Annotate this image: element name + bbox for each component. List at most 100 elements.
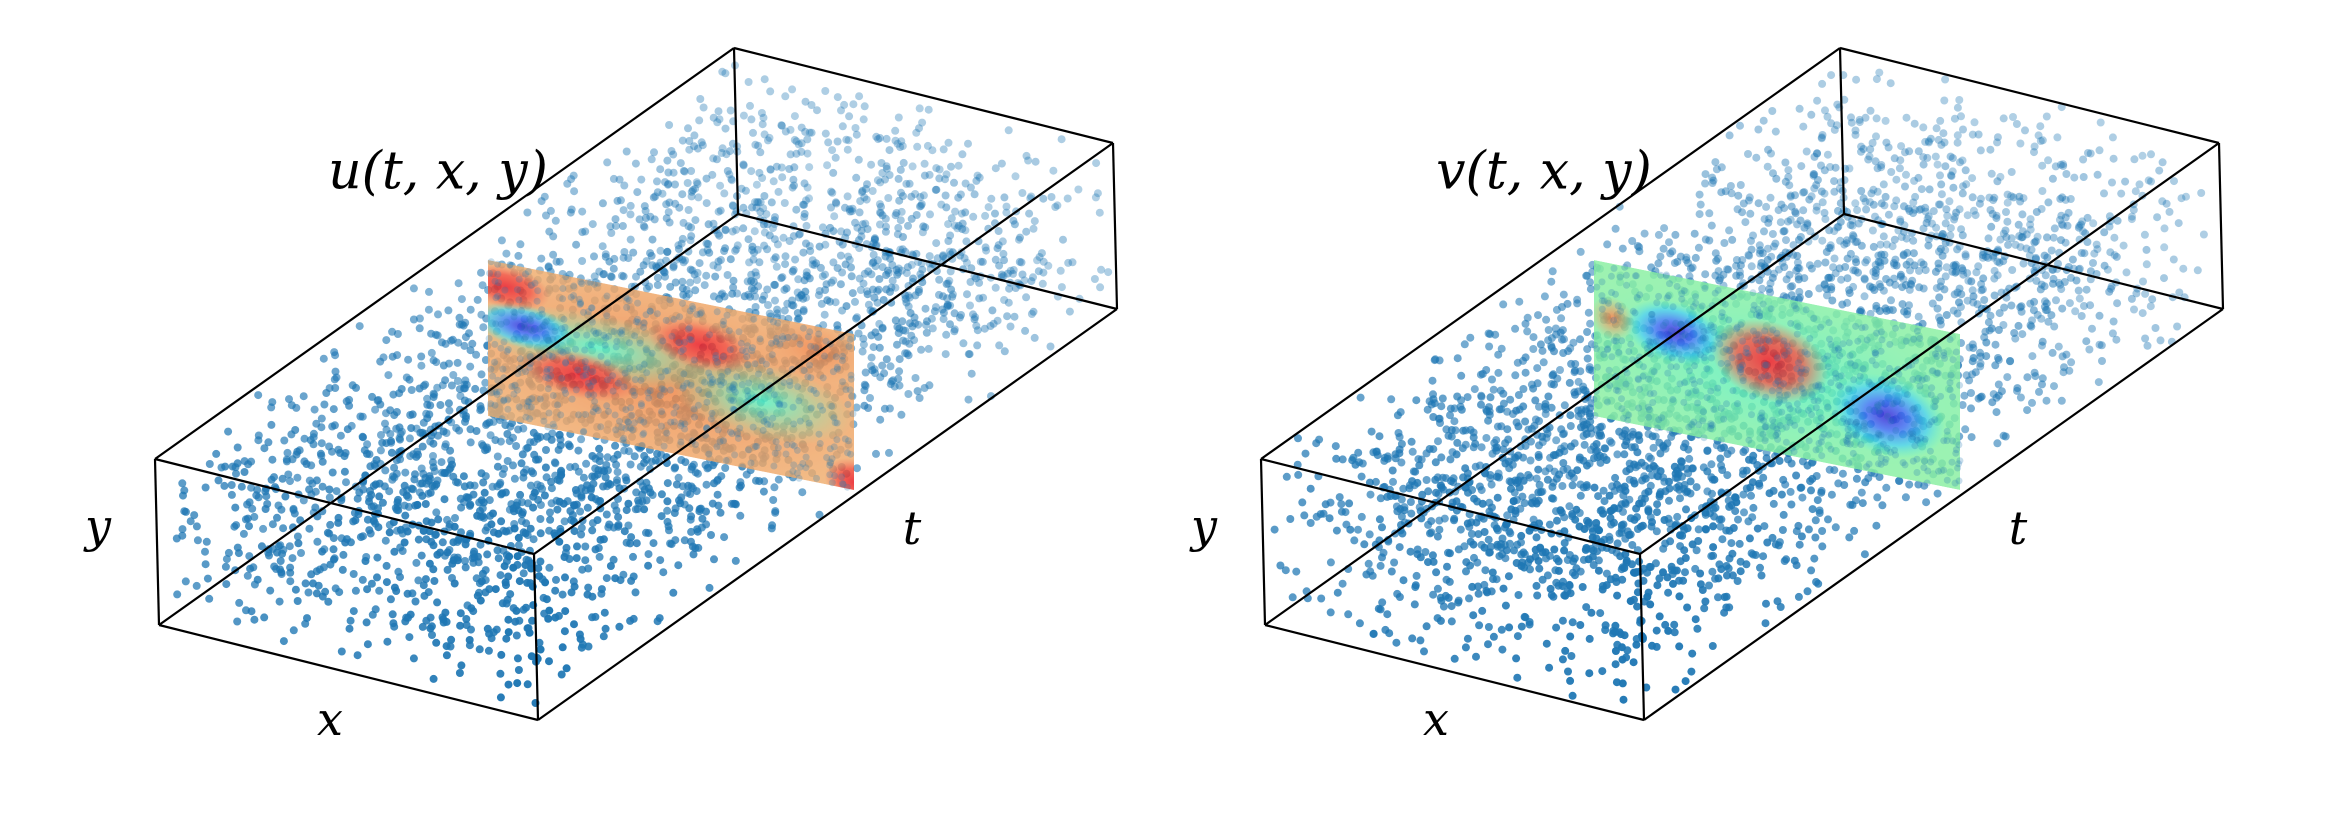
- point: [829, 276, 838, 285]
- point: [2098, 357, 2106, 365]
- point: [1558, 482, 1567, 490]
- point: [1937, 180, 1946, 189]
- point: [640, 505, 649, 514]
- point: [441, 468, 450, 477]
- point: [691, 184, 700, 193]
- point: [250, 580, 259, 589]
- point: [493, 546, 502, 555]
- point: [1020, 276, 1029, 285]
- point: [302, 460, 311, 468]
- point: [513, 552, 522, 561]
- point: [800, 200, 809, 209]
- point: [575, 411, 583, 419]
- point: [1945, 197, 1954, 206]
- point: [551, 459, 560, 468]
- point: [942, 330, 951, 339]
- point: [632, 539, 641, 548]
- point: [919, 191, 928, 200]
- point: [745, 258, 754, 267]
- point: [656, 246, 665, 255]
- point: [788, 267, 797, 276]
- point: [569, 171, 578, 180]
- point: [1629, 476, 1638, 485]
- point: [729, 202, 738, 210]
- point: [714, 378, 722, 386]
- point: [1456, 525, 1465, 534]
- point: [669, 262, 678, 270]
- point: [222, 555, 231, 564]
- point: [815, 242, 824, 251]
- point: [802, 221, 811, 230]
- point: [719, 353, 727, 360]
- point: [675, 203, 684, 212]
- point: [349, 607, 358, 616]
- point: [678, 277, 687, 286]
- point: [925, 170, 934, 179]
- point: [432, 508, 441, 517]
- point: [353, 651, 362, 660]
- point: [943, 301, 952, 310]
- point: [561, 573, 569, 582]
- point: [726, 346, 734, 354]
- point: [624, 254, 633, 263]
- point: [422, 517, 431, 526]
- point: [1648, 641, 1656, 650]
- point: [815, 510, 824, 519]
- point: [451, 514, 459, 522]
- point: [975, 294, 984, 303]
- point: [640, 319, 648, 327]
- point: [1992, 408, 2001, 417]
- point: [768, 351, 776, 359]
- point: [407, 386, 416, 394]
- point: [679, 166, 688, 175]
- point: [731, 451, 739, 459]
- point: [653, 188, 662, 197]
- point: [707, 379, 715, 387]
- point: [602, 510, 611, 519]
- point: [549, 250, 558, 259]
- point: [481, 588, 490, 597]
- point: [629, 387, 637, 395]
- point: [902, 179, 911, 188]
- point: [514, 541, 523, 550]
- point: [1955, 298, 1963, 307]
- point: [600, 270, 608, 278]
- point: [638, 441, 646, 449]
- point: [277, 570, 286, 578]
- point: [497, 236, 506, 245]
- point: [693, 144, 702, 153]
- point: [796, 340, 804, 348]
- point: [516, 490, 525, 499]
- point: [971, 313, 980, 322]
- point: [988, 306, 997, 315]
- point: [606, 222, 615, 231]
- point: [1795, 104, 1804, 113]
- point: [1975, 199, 1984, 208]
- point: [441, 442, 450, 451]
- point: [2093, 170, 2102, 179]
- point: [684, 206, 693, 214]
- point: [227, 481, 236, 489]
- point: [337, 647, 346, 656]
- point: [335, 588, 344, 597]
- point: [842, 302, 851, 311]
- point: [939, 252, 948, 261]
- point: [543, 317, 551, 325]
- point: [481, 576, 490, 585]
- point: [604, 359, 612, 367]
- point: [504, 615, 513, 624]
- point: [622, 538, 631, 547]
- point: [755, 370, 762, 378]
- point: [894, 174, 903, 183]
- point: [551, 613, 560, 622]
- point: [1788, 282, 1797, 291]
- point: [783, 441, 791, 449]
- point: [279, 637, 288, 646]
- point: [918, 265, 927, 274]
- point: [443, 548, 452, 557]
- point: [731, 556, 740, 565]
- point: [2197, 189, 2206, 197]
- point: [807, 342, 815, 350]
- point: [487, 258, 495, 266]
- point: [1716, 454, 1725, 463]
